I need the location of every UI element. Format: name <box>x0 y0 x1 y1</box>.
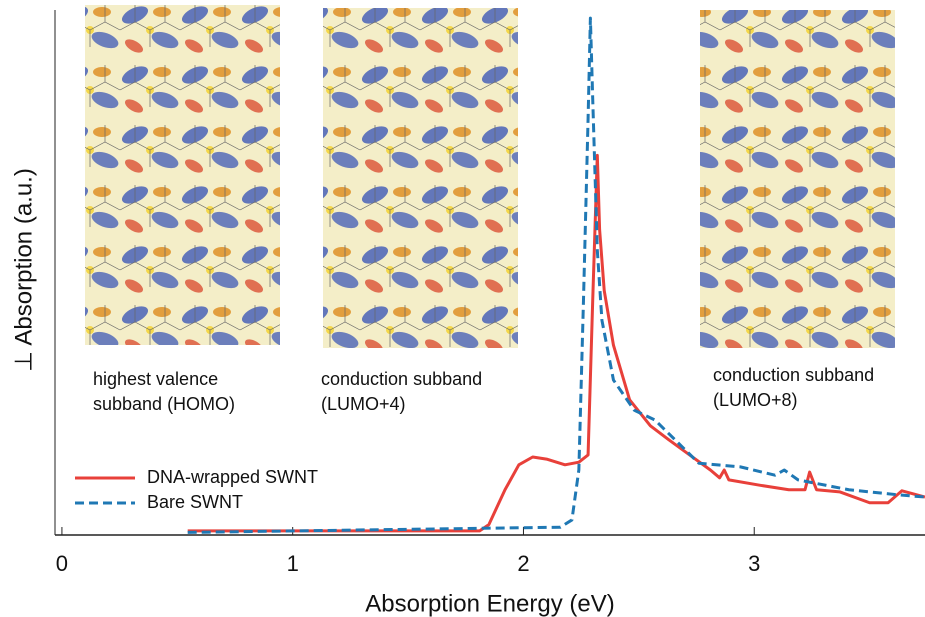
y-axis-label: ⊥ Absorption (a.u.) <box>10 168 37 372</box>
x-tick-label: 0 <box>56 551 68 576</box>
inset-label: highest valence <box>93 369 218 389</box>
x-tick-label: 2 <box>517 551 529 576</box>
line <box>187 16 925 534</box>
inset-image <box>85 5 280 345</box>
inset-label: subband (HOMO) <box>93 394 235 414</box>
inset-label: conduction subband <box>713 365 874 385</box>
x-axis-label: Absorption Energy (eV) <box>365 590 614 617</box>
legend-label: Bare SWNT <box>147 492 243 512</box>
inset-label: (LUMO+8) <box>713 390 798 410</box>
x-tick-label: 1 <box>287 551 299 576</box>
inset-label: conduction subband <box>321 369 482 389</box>
line <box>187 153 925 533</box>
x-tick-label: 3 <box>748 551 760 576</box>
inset-image <box>323 8 518 348</box>
inset-label: (LUMO+4) <box>321 394 406 414</box>
legend-label: DNA-wrapped SWNT <box>147 467 318 487</box>
inset-image <box>700 10 895 348</box>
